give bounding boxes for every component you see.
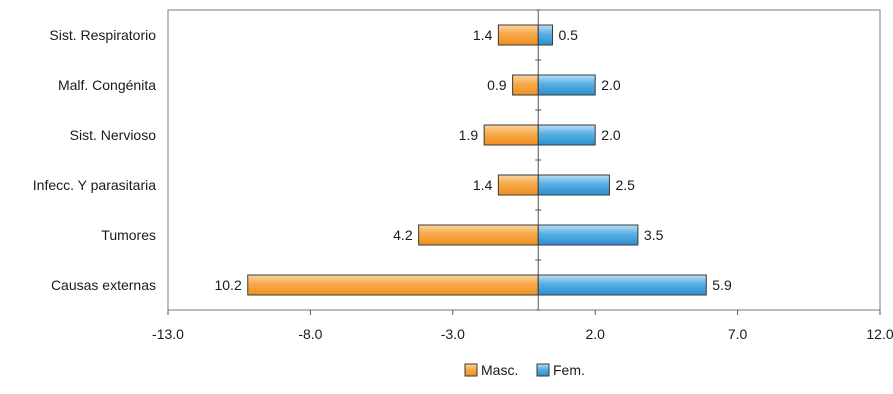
bar-fem — [537, 174, 610, 196]
category-label: Causas externas — [51, 277, 156, 293]
bar-fem — [537, 24, 553, 46]
x-tick-label: 7.0 — [728, 326, 748, 342]
data-label-masc: 1.4 — [473, 27, 493, 43]
legend-label-masc: Masc. — [481, 362, 518, 378]
bar-masc — [247, 274, 539, 296]
category-label: Malf. Congénita — [58, 77, 156, 93]
bar-fem — [537, 224, 639, 246]
x-tick-label: -8.0 — [298, 326, 322, 342]
data-label-fem: 2.0 — [601, 127, 621, 143]
bar-fem — [537, 124, 596, 146]
data-label-fem: 3.5 — [644, 227, 664, 243]
data-label-fem: 0.5 — [558, 27, 578, 43]
plot-frame — [167, 9, 881, 311]
bar-masc — [497, 24, 539, 46]
x-tick-label: -3.0 — [441, 326, 465, 342]
legend-label-fem: Fem. — [553, 362, 585, 378]
category-label: Infecc. Y parasitaria — [33, 177, 156, 193]
data-label-fem: 2.0 — [601, 77, 621, 93]
x-tick-label: -13.0 — [152, 326, 184, 342]
data-label-masc: 10.2 — [214, 277, 241, 293]
bar-masc — [512, 74, 539, 96]
bar-fem — [537, 74, 596, 96]
data-label-masc: 4.2 — [393, 227, 413, 243]
x-tick-label: 12.0 — [866, 326, 893, 342]
bar-masc — [483, 124, 539, 146]
x-tick-label: 2.0 — [585, 326, 605, 342]
data-label-fem: 2.5 — [615, 177, 635, 193]
legend-swatch-masc — [464, 363, 478, 377]
data-label-masc: 1.4 — [473, 177, 493, 193]
category-label: Sist. Respiratorio — [49, 27, 156, 43]
legend-swatch-fem — [536, 363, 550, 377]
data-label-masc: 1.9 — [459, 127, 479, 143]
category-label: Sist. Nervioso — [70, 127, 157, 143]
category-label: Tumores — [101, 227, 156, 243]
bar-masc — [497, 174, 539, 196]
data-label-fem: 5.9 — [712, 277, 732, 293]
bar-fem — [537, 274, 707, 296]
data-label-masc: 0.9 — [487, 77, 507, 93]
bar-masc — [418, 224, 539, 246]
